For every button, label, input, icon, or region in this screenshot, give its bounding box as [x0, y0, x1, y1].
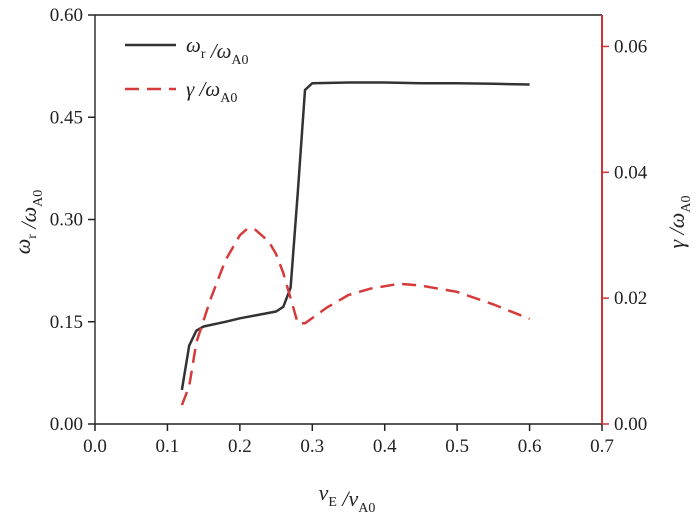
- y-left-tick-label: 0.15: [50, 312, 83, 333]
- y-right-axis-title: γ /ωA0: [664, 196, 694, 249]
- x-tick-label: 0.1: [156, 436, 180, 457]
- x-tick-label: 0.5: [445, 436, 469, 457]
- x-tick-label: 0.2: [228, 436, 252, 457]
- y-right-tick-label: 0.02: [614, 288, 647, 309]
- x-axis-ticks: 0.0 0.1 0.2 0.3 0.4 0.5 0.6 0.7: [83, 424, 614, 457]
- y-left-tick-label: 0.45: [50, 107, 83, 128]
- x-tick-label: 0.3: [300, 436, 324, 457]
- y-right-tick-label: 0.00: [614, 414, 647, 435]
- y-right-tick-label: 0.06: [614, 36, 647, 57]
- legend: ωr /ωA0 γ /ωA0: [125, 33, 249, 106]
- x-tick-label: 0.4: [373, 436, 397, 457]
- x-tick-label: 0.0: [83, 436, 107, 457]
- x-tick-label: 0.7: [590, 436, 614, 457]
- y-left-tick-label: 0.60: [50, 5, 83, 26]
- y-left-tick-label: 0.00: [50, 414, 83, 435]
- y-right-tick-label: 0.04: [614, 162, 648, 183]
- y-right-axis-ticks: 0.00 0.02 0.04 0.06: [602, 36, 648, 435]
- y-left-axis-ticks: 0.00 0.15 0.30 0.45 0.60: [50, 5, 95, 435]
- x-tick-label: 0.6: [518, 436, 542, 457]
- series-line-omega: [180, 81, 530, 391]
- plot-frame: [94, 14, 603, 425]
- legend-label-gamma: γ /ωA0: [186, 77, 237, 106]
- y-left-axis-title: ωr /ωA0: [10, 190, 46, 255]
- legend-label-omega: ωr /ωA0: [186, 33, 249, 68]
- x-axis-title: vE /vA0: [319, 480, 376, 515]
- series-layer: [180, 81, 531, 406]
- series-line-gamma: [180, 227, 531, 406]
- y-left-tick-label: 0.30: [50, 210, 83, 231]
